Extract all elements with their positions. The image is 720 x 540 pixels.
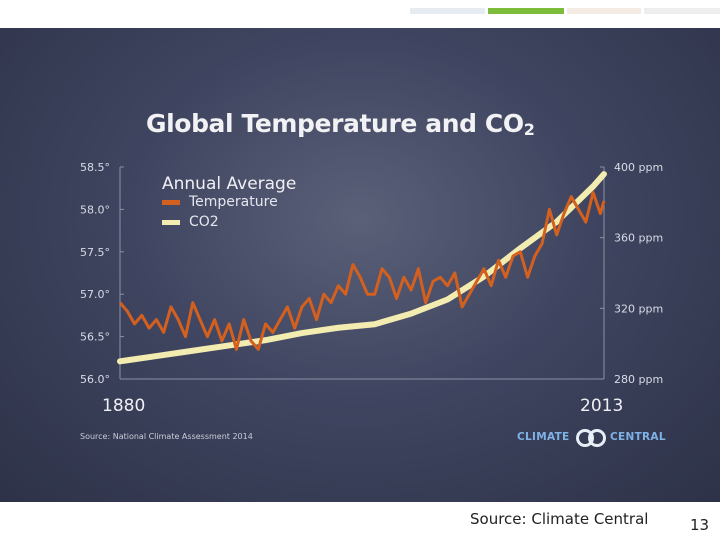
left-tick-label: 58.0° (80, 203, 110, 216)
climate-central-rings-icon (576, 429, 606, 447)
left-axis-ticks: 58.5° 58.0° 57.5° 57.0° 56.5° 56.0° (80, 161, 124, 386)
x-tick-label: 1880 (102, 396, 145, 416)
chart-title-subscript: 2 (523, 120, 535, 139)
left-tick-label: 56.5° (80, 331, 110, 344)
left-tick-label: 57.5° (80, 246, 110, 259)
right-tick-label: 400 ppm (614, 161, 663, 174)
logo-text-left: CLIMATE (517, 431, 570, 443)
top-accent-bar (410, 8, 720, 14)
legend-swatch-co2 (162, 220, 180, 225)
x-axis-ticks: 1880 2013 (102, 396, 623, 416)
chart-title-main: Global Temperature and CO (146, 109, 524, 138)
x-tick-label: 2013 (580, 396, 623, 416)
right-tick-label: 320 ppm (614, 302, 663, 315)
legend-label: Temperature (188, 194, 278, 210)
left-tick-label: 57.0° (80, 288, 110, 301)
top-accent-segment-2 (488, 8, 564, 14)
left-tick-label: 56.0° (80, 373, 110, 386)
page-number: 13 (690, 516, 710, 534)
right-axis-ticks: 400 ppm 360 ppm 320 ppm 280 ppm (600, 161, 663, 386)
top-accent-segment-3 (567, 8, 641, 14)
chart-title: Global Temperature and CO2 (146, 109, 535, 139)
legend-swatch-temperature (162, 200, 180, 205)
right-tick-label: 360 ppm (614, 232, 663, 245)
legend-title: Annual Average (162, 174, 296, 194)
logo-text-right: CENTRAL (610, 431, 666, 443)
left-tick-label: 58.5° (80, 161, 110, 174)
legend-label: CO2 (189, 214, 219, 230)
chart-source-note: Source: National Climate Assessment 2014 (80, 432, 253, 441)
footer-source: Source: Climate Central (470, 510, 649, 528)
temperature-series-line (118, 190, 606, 351)
right-tick-label: 280 ppm (614, 373, 663, 386)
climate-central-logo: CLIMATE CENTRAL (517, 428, 667, 448)
chart-series (117, 171, 607, 365)
top-accent-segment-1 (410, 8, 485, 14)
top-accent-segment-4 (644, 8, 720, 14)
